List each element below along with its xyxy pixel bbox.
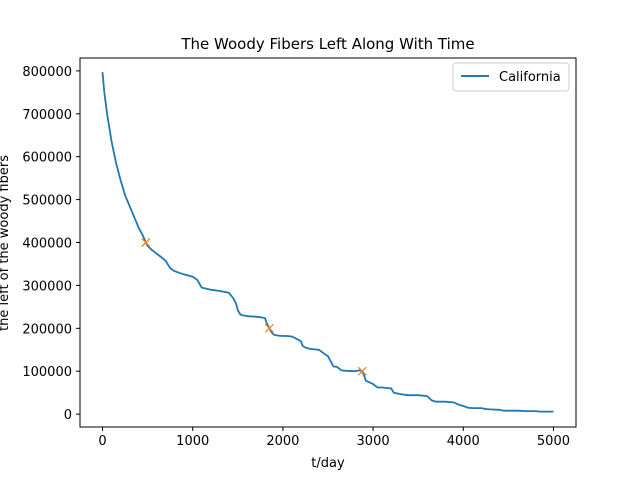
y-tick-label: 800000 — [22, 65, 72, 80]
marker-point — [357, 366, 367, 376]
legend: California — [452, 62, 570, 92]
x-axis-label: t/day — [311, 456, 345, 471]
y-tick-label: 200000 — [22, 322, 72, 337]
y-axis-label: the left of the woody fibers — [0, 155, 12, 331]
y-tick-label: 700000 — [22, 108, 72, 123]
x-tick-label: 0 — [98, 434, 106, 449]
marker-point — [141, 238, 151, 247]
x-tick-label: 1000 — [176, 434, 209, 449]
y-tick-label: 400000 — [22, 237, 72, 252]
axes-frame — [79, 57, 577, 428]
x-tick-label: 2000 — [266, 434, 299, 449]
legend-box — [452, 62, 570, 92]
marker-point — [264, 323, 274, 333]
plot-area — [80, 58, 576, 427]
legend-label-california: California — [499, 70, 561, 85]
x-tick-label: 4000 — [447, 434, 480, 449]
y-tick-label: 500000 — [22, 194, 72, 209]
chart-title: The Woody Fibers Left Along With Time — [180, 35, 474, 53]
y-tick-label: 600000 — [22, 151, 72, 166]
x-tick-label: 3000 — [357, 434, 390, 449]
y-tick-label: 300000 — [22, 279, 72, 294]
y-tick-label: 0 — [64, 408, 72, 423]
x-tick-label: 5000 — [537, 434, 570, 449]
series-line-california — [101, 72, 554, 413]
y-tick-label: 100000 — [22, 365, 72, 380]
